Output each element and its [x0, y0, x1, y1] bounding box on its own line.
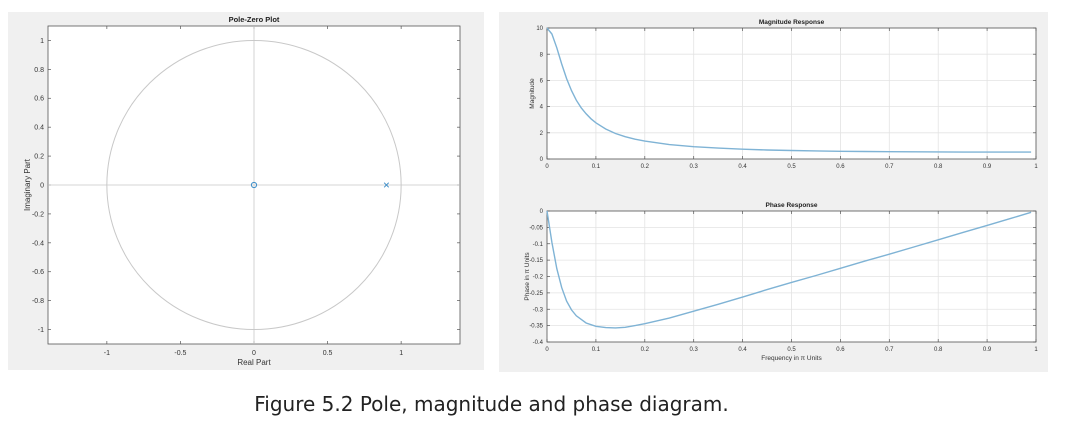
- y-tick-label: -0.25: [529, 291, 543, 297]
- magnitude-response-plot: 0 0.1 0.2 0.3 0.4 0.5 0.6 0.7 0.8 0.9 10246810Magn…: [529, 19, 1038, 170]
- x-tick-label: 0.3: [690, 347, 699, 353]
- y-tick-label: -0.8: [32, 298, 44, 305]
- y-tick-label: 0: [540, 157, 544, 163]
- x-tick-label: 0.7: [885, 347, 894, 353]
- chart-title: Pole-Zero Plot: [229, 15, 280, 24]
- pole-zero-plot: -1 -0.5 0 0.5 1 1 0.8 0.6 0.4 0.2 0 -0.2 -0.4 -0.6 -0.…: [23, 15, 461, 367]
- x-tick-label: 0.5: [787, 347, 796, 353]
- y-tick-label: -0.35: [529, 324, 543, 330]
- x-tick-label: 0.8: [934, 164, 943, 170]
- x-tick-label: 0.1: [592, 164, 601, 170]
- y-axis-label: Phase in π Units: [524, 252, 531, 301]
- chart-title: Phase Response: [765, 202, 817, 209]
- x-tick-label: 0.5: [323, 350, 333, 357]
- y-tick-label: 8: [540, 52, 544, 58]
- x-tick-label: 0.7: [885, 164, 894, 170]
- x-tick-label: 0.9: [983, 347, 992, 353]
- y-tick-label: 2: [540, 131, 544, 137]
- y-tick-label: 0.6: [34, 96, 44, 103]
- y-tick-label: 0: [40, 182, 44, 189]
- y-tick-label: -1: [38, 327, 44, 334]
- y-tick-label: 4: [540, 105, 544, 111]
- x-tick-label: -0.5: [174, 350, 186, 357]
- y-tick-label: -0.15: [529, 258, 543, 264]
- y-tick-label: -0.2: [32, 211, 44, 218]
- x-tick-label: 0.9: [983, 164, 992, 170]
- x-tick-label: 0.6: [836, 164, 845, 170]
- y-tick-label: -0.2: [533, 275, 544, 281]
- x-tick-label: 0.2: [641, 164, 650, 170]
- pole-marker: [383, 182, 390, 188]
- y-tick-label: -0.3: [533, 307, 544, 313]
- y-tick-label: -0.6: [32, 269, 44, 276]
- x-tick-label: 0: [252, 350, 256, 357]
- x-tick-label: 0.6: [836, 347, 845, 353]
- y-tick-label: 10: [536, 26, 543, 32]
- phase-response-plot: 0 0.1 0.2 0.3 0.4 0.5 0.6 0.7 0.8 0.9 1 0 -0.05 -0.1 -…: [524, 202, 1038, 362]
- zero-marker: [250, 181, 258, 189]
- phase-series-line: [546, 210, 1032, 329]
- magnitude-series-line: [546, 27, 1032, 153]
- x-tick-label: 1: [1034, 347, 1038, 353]
- x-tick-label: 0.1: [592, 347, 601, 353]
- x-tick-label: 0.3: [690, 164, 699, 170]
- y-tick-label: 0.8: [34, 67, 44, 74]
- figure-caption: Figure 5.2 Pole, magnitude and phase dia…: [254, 392, 729, 416]
- y-tick-label: -0.05: [529, 225, 543, 231]
- x-tick-label: 0.4: [738, 347, 747, 353]
- pole-marker-stroke: [383, 182, 390, 188]
- y-tick-label: -0.1: [533, 242, 544, 248]
- x-tick-label: 0.5: [787, 164, 796, 170]
- y-tick-label: 0.4: [34, 125, 44, 132]
- x-tick-label: 0: [545, 347, 549, 353]
- x-tick-label: -1: [104, 350, 110, 357]
- x-axis-label: Real Part: [237, 358, 271, 367]
- x-tick-label: 1: [399, 350, 403, 357]
- x-tick-label: 0.8: [934, 347, 943, 353]
- chart-title: Magnitude Response: [759, 19, 825, 26]
- y-tick-label: 0.2: [34, 154, 44, 161]
- y-tick-label: 6: [540, 79, 544, 85]
- y-tick-label: 0: [540, 209, 544, 215]
- y-axis-label: Imaginary Part: [23, 158, 32, 211]
- x-tick-label: 0: [545, 164, 549, 170]
- response-panel: 0 0.1 0.2 0.3 0.4 0.5 0.6 0.7 0.8 0.9 1 0 2 4 6 8 10 Magn…: [499, 12, 1048, 372]
- x-tick-label: 1: [1034, 164, 1038, 170]
- y-tick-label: 1: [40, 38, 44, 45]
- x-tick-label: 0.2: [641, 347, 650, 353]
- unit-circle: [106, 39, 402, 331]
- y-tick-label: -0.4: [32, 240, 44, 247]
- x-tick-label: 0.4: [738, 164, 747, 170]
- pole-zero-panel: -1 -0.5 0 0.5 1 1 0.8 0.6 0.4 0.2 0 -0.2 -0.4 -0.6 -0.…: [8, 12, 484, 370]
- y-tick-label: -0.4: [533, 340, 544, 346]
- x-axis-label: Frequency in π Units: [761, 355, 822, 362]
- y-axis-label: Magnitude: [529, 78, 536, 109]
